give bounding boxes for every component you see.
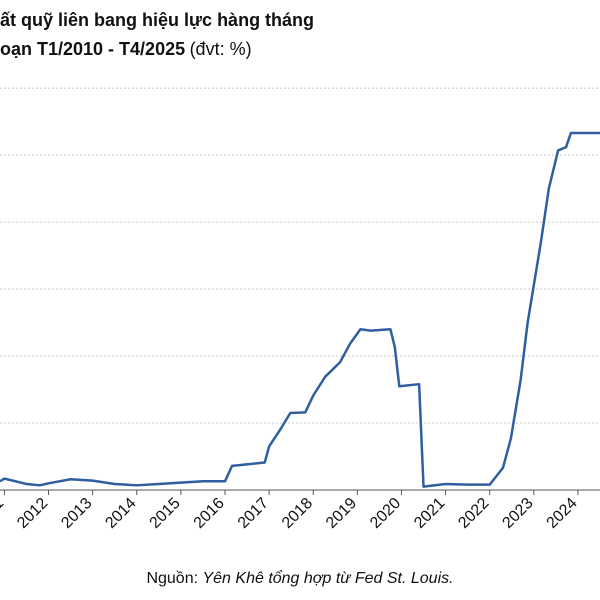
x-tick-label: 2023	[499, 495, 536, 532]
chart-subtitle: oạn T1/2010 - T4/2025 (đvt: %)	[0, 39, 252, 59]
x-tick-label: 2024	[544, 495, 581, 532]
x-tick-label: 2016	[191, 495, 228, 532]
x-tick-label: 2011	[0, 495, 7, 531]
x-tick-label: 2015	[147, 495, 184, 532]
x-tick-label: 2019	[323, 495, 360, 532]
x-tick-label: 2018	[279, 495, 316, 532]
source: Yên Khê tổng hợp từ Fed St. Louis.	[202, 569, 453, 587]
x-tick-label: 2012	[14, 495, 51, 532]
x-tick-label: 2021	[411, 495, 448, 532]
subtitle: oạn T1/2010 - T4/2025	[0, 39, 185, 59]
line	[0, 131, 600, 488]
x-tick-label: 2014	[102, 495, 139, 532]
x-tick-label: 2022	[455, 495, 492, 532]
chart-title: ất quỹ liên bang hiệu lực hàng tháng	[0, 10, 314, 30]
source-label: Nguồn:	[146, 570, 198, 587]
source-note: Nguồn: Yên Khê tổng hợp từ Fed St. Louis…	[146, 569, 453, 587]
x-tick-label: 2017	[235, 495, 272, 532]
x-tick-label: 2020	[367, 495, 404, 532]
x-tick-label: 2013	[58, 495, 95, 532]
plot	[0, 131, 600, 488]
unit: (đvt: %)	[190, 39, 252, 59]
